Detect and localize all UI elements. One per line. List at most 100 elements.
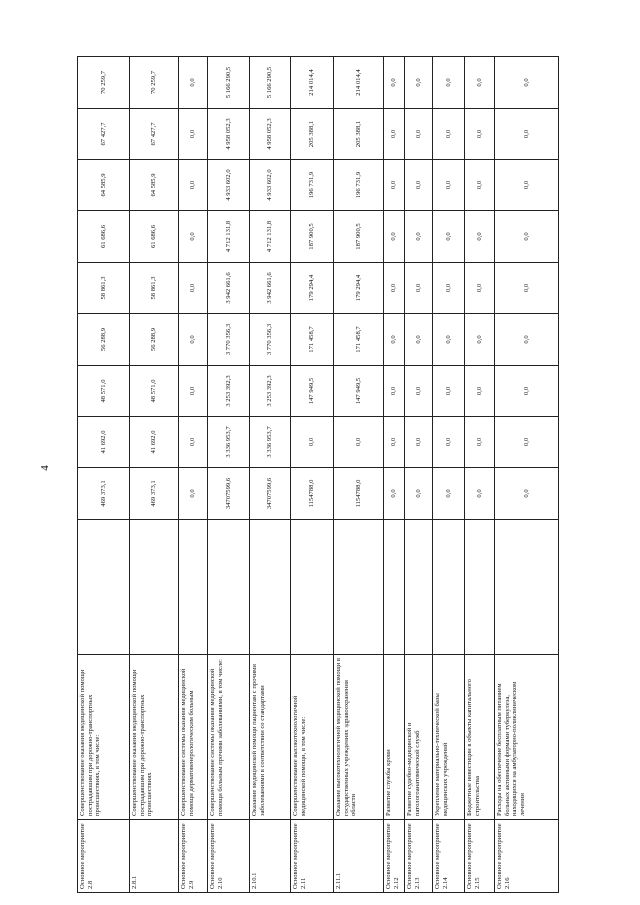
value-cell: 147 949,5 xyxy=(333,365,384,417)
value-cell: 171 458,7 xyxy=(290,313,334,366)
value-cell: 0,0 xyxy=(494,210,559,263)
value-cell: 0,0 xyxy=(404,313,433,366)
value-cell: 0,0 xyxy=(494,416,559,468)
value-cell: 0,0 xyxy=(432,108,465,160)
row-description: Оказание медицинской помощи пациентам с … xyxy=(249,654,291,820)
row-label: 2.10.1 xyxy=(249,819,291,893)
table-row: Основное мероприятие 2.12 Развитие службы… xyxy=(383,56,405,893)
value-cell: 0,0 xyxy=(178,210,208,263)
value-cell: 0,0 xyxy=(383,467,405,520)
row-description: Бюджетные инвестиции в объекты капитальн… xyxy=(464,654,495,820)
funding-table: Основное мероприятие 2.8 Совершенствовани… xyxy=(77,56,559,893)
value-cell: 0,0 xyxy=(178,313,208,366)
row-label: Основное мероприятие 2.8 xyxy=(77,819,130,893)
value-cell: 0,0 xyxy=(464,210,495,263)
value-cell: 196 731,9 xyxy=(290,159,334,211)
table-row: Основное мероприятие 2.15 Бюджетные инвес… xyxy=(464,56,495,893)
table-row: Основное мероприятие 2.9 Совершенствовани… xyxy=(178,56,208,893)
value-cell: 0,0 xyxy=(464,365,495,417)
value-cell: 469 373,1 xyxy=(77,467,130,520)
value-cell: 0,0 xyxy=(432,467,465,520)
value-cell: 0,0 xyxy=(494,467,559,520)
value-cell: 147 949,5 xyxy=(290,365,334,417)
row-label: Основное мероприятие 2.11 xyxy=(290,819,334,893)
value-cell: 187 900,5 xyxy=(290,210,334,263)
value-cell: 0,0 xyxy=(178,262,208,314)
table-body: Основное мероприятие 2.8 Совершенствовани… xyxy=(77,56,559,893)
value-cell: 3 253 392,3 xyxy=(207,365,250,417)
value-cell: 0,0 xyxy=(432,210,465,263)
value-cell: 34707599,6 xyxy=(249,467,291,520)
value-cell: 0,0 xyxy=(333,416,384,468)
value-cell: 0,0 xyxy=(432,159,465,211)
table-row: Основное мероприятие 2.11 Совершенствован… xyxy=(290,56,334,893)
value-cell: 0,0 xyxy=(464,56,495,109)
row-source xyxy=(404,519,433,655)
row-label: Основное мероприятие 2.13 xyxy=(404,819,433,893)
value-cell: 70 259,7 xyxy=(129,56,179,109)
value-cell: 41 692,0 xyxy=(129,416,179,468)
row-source xyxy=(494,519,559,655)
value-cell: 469 373,1 xyxy=(129,467,179,520)
row-label: Основное мероприятие 2.16 xyxy=(494,819,559,893)
row-source xyxy=(129,519,179,655)
rotated-table-holder: Основное мероприятие 2.8 Совершенствовани… xyxy=(77,56,559,893)
value-cell: 4 933 602,0 xyxy=(249,159,291,211)
row-label: Основное мероприятие 2.15 xyxy=(464,819,495,893)
row-source xyxy=(432,519,465,655)
value-cell: 5 166 290,5 xyxy=(249,56,291,109)
row-source xyxy=(464,519,495,655)
value-cell: 4 958 052,3 xyxy=(207,108,250,160)
value-cell: 4 933 602,0 xyxy=(207,159,250,211)
value-cell: 0,0 xyxy=(464,467,495,520)
value-cell: 48 571,0 xyxy=(77,365,130,417)
value-cell: 58 861,3 xyxy=(77,262,130,314)
value-cell: 0,0 xyxy=(178,365,208,417)
value-cell: 0,0 xyxy=(432,56,465,109)
row-description: Оказание высокотехнологичной медицинской… xyxy=(333,654,384,820)
value-cell: 0,0 xyxy=(494,262,559,314)
value-cell: 0,0 xyxy=(404,108,433,160)
value-cell: 1154788,0 xyxy=(290,467,334,520)
row-description: Развитие службы крови xyxy=(383,654,405,820)
table-row: 2.10.1 Оказание медицинской помощи пациен… xyxy=(249,56,291,893)
value-cell: 67 427,7 xyxy=(129,108,179,160)
value-cell: 3 942 661,6 xyxy=(207,262,250,314)
row-source xyxy=(249,519,291,655)
row-label: 2.8.1 xyxy=(129,819,179,893)
value-cell: 41 692,0 xyxy=(77,416,130,468)
value-cell: 0,0 xyxy=(404,56,433,109)
value-cell: 1154788,0 xyxy=(333,467,384,520)
value-cell: 0,0 xyxy=(432,365,465,417)
value-cell: 0,0 xyxy=(383,313,405,366)
value-cell: 34707599,6 xyxy=(207,467,250,520)
value-cell: 56 288,9 xyxy=(77,313,130,366)
page-number: 4 xyxy=(38,465,51,471)
table-row: Основное мероприятие 2.13 Развитие судебн… xyxy=(404,56,433,893)
value-cell: 0,0 xyxy=(178,108,208,160)
row-source xyxy=(333,519,384,655)
value-cell: 196 731,9 xyxy=(333,159,384,211)
value-cell: 0,0 xyxy=(404,210,433,263)
value-cell: 61 686,6 xyxy=(77,210,130,263)
table-row: Основное мероприятие 2.14 Укрепление мате… xyxy=(432,56,465,893)
value-cell: 0,0 xyxy=(464,262,495,314)
value-cell: 0,0 xyxy=(178,467,208,520)
value-cell: 3 253 392,3 xyxy=(249,365,291,417)
value-cell: 171 458,7 xyxy=(333,313,384,366)
value-cell: 0,0 xyxy=(404,467,433,520)
value-cell: 3 336 953,7 xyxy=(249,416,291,468)
value-cell: 0,0 xyxy=(383,365,405,417)
value-cell: 4 712 131,8 xyxy=(249,210,291,263)
value-cell: 0,0 xyxy=(494,313,559,366)
value-cell: 4 958 052,3 xyxy=(249,108,291,160)
row-label: Основное мероприятие 2.9 xyxy=(178,819,208,893)
row-source xyxy=(207,519,250,655)
row-source xyxy=(178,519,208,655)
value-cell: 0,0 xyxy=(432,262,465,314)
value-cell: 0,0 xyxy=(383,56,405,109)
value-cell: 214 014,4 xyxy=(290,56,334,109)
value-cell: 0,0 xyxy=(178,416,208,468)
value-cell: 0,0 xyxy=(383,210,405,263)
row-description: Совершенствование оказания медицинской п… xyxy=(129,654,179,820)
